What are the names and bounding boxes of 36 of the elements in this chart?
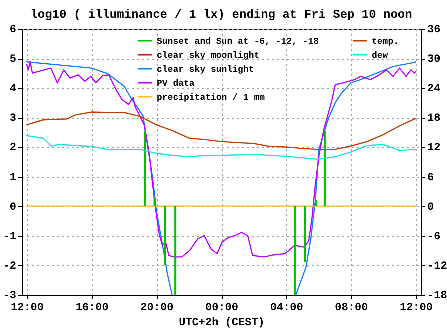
y-tick-label: 4 (10, 84, 17, 96)
x-tick-label: 20:00 (140, 302, 174, 314)
y2-tick-label: 6 (428, 172, 434, 184)
legend-label: clear sky sunlight (157, 65, 254, 75)
x-tick-label: 08:00 (335, 302, 368, 314)
y2-tick-label: 36 (428, 24, 441, 36)
y-tick-label: -3 (3, 290, 17, 302)
y2-tick-label: 12 (428, 142, 441, 155)
legend-label: dew (372, 51, 389, 61)
y2-tick-label: 0 (428, 202, 434, 214)
y2-tick-label: -12 (428, 260, 447, 273)
legend-label: Sunset and Sun at -6, -12, -18 (157, 37, 320, 47)
x-tick-label: 12:00 (400, 302, 434, 314)
legend-label: precipitation / 1 mm (157, 93, 266, 103)
y-tick-label: 3 (10, 113, 17, 126)
y-tick-label: 1 (10, 172, 17, 184)
y-tick-label: 6 (10, 24, 16, 36)
x-axis-title: UTC+2h (CEST) (179, 318, 265, 330)
x-tick-label: 04:00 (270, 302, 304, 314)
x-tick-label: 00:00 (205, 302, 239, 314)
y2-tick-label: -6 (428, 231, 441, 244)
y2-tick-label: -18 (428, 290, 447, 302)
y2-tick-label: 18 (428, 113, 442, 126)
x-tick-label: 12:00 (10, 302, 44, 314)
legend-label: temp. (372, 37, 400, 47)
chart-title: log10 ( illuminance / 1 lx) ending at Fri Sep 10 noon (30, 8, 412, 22)
y-tick-label: 0 (10, 202, 16, 214)
x-tick-label: 16:00 (76, 302, 109, 314)
y-tick-label: -2 (3, 260, 16, 273)
y-tick-label: 2 (10, 142, 16, 155)
y2-tick-label: 30 (428, 54, 441, 66)
y-tick-label: -1 (3, 231, 17, 244)
legend-label: clear sky moonlight (157, 51, 260, 61)
y-tick-label: 5 (10, 54, 17, 66)
legend-label: PV data (157, 79, 196, 89)
y2-tick-label: 24 (428, 84, 442, 96)
